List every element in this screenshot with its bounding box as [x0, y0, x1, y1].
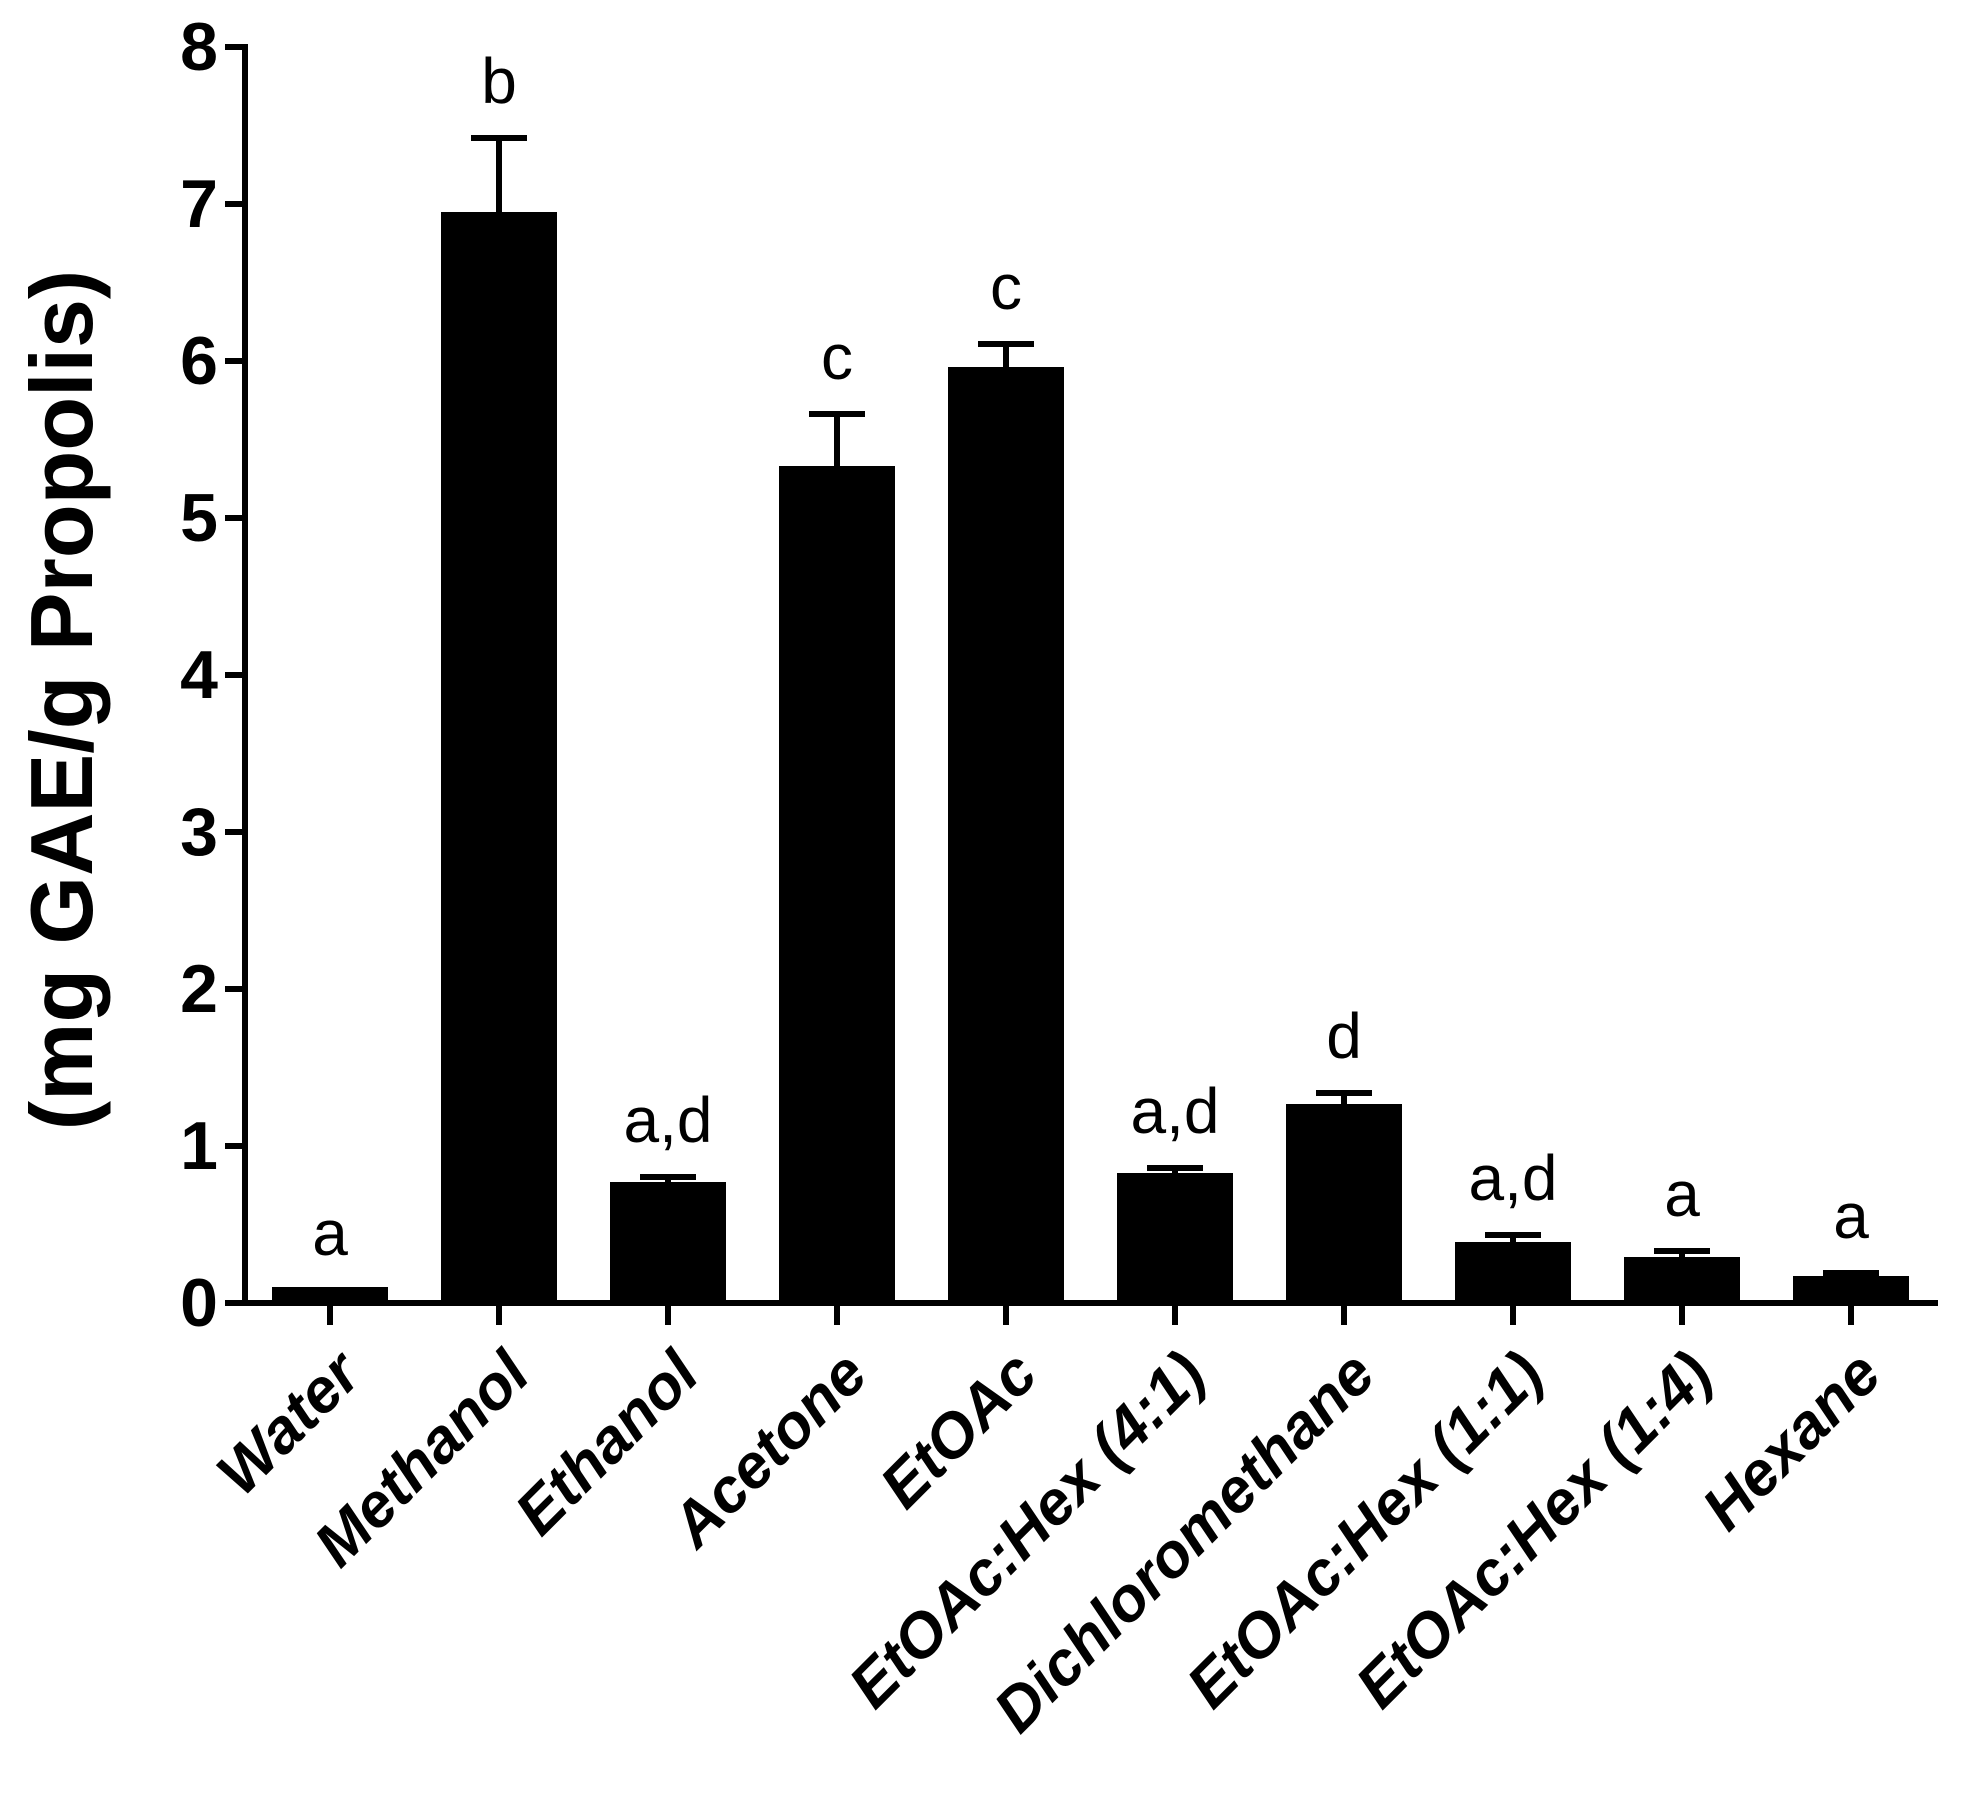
x-tick — [834, 1303, 840, 1325]
y-tick-label: 4 — [180, 637, 218, 713]
significance-letter: b — [481, 45, 517, 118]
y-tick — [225, 672, 245, 678]
bar — [1117, 1172, 1233, 1303]
error-bar — [496, 135, 502, 216]
error-bar — [1003, 340, 1009, 372]
y-tick — [225, 1300, 245, 1306]
significance-letter: d — [1326, 999, 1362, 1072]
x-tick — [1341, 1303, 1347, 1325]
y-tick-label: 8 — [180, 9, 218, 85]
y-tick-label: 5 — [180, 480, 218, 556]
x-tick — [665, 1303, 671, 1325]
error-bar — [1679, 1248, 1685, 1262]
x-tick — [1848, 1303, 1854, 1325]
significance-letter: a,d — [623, 1084, 713, 1157]
y-tick-label: 0 — [180, 1265, 218, 1341]
error-bar — [1510, 1232, 1516, 1246]
significance-letter: a — [312, 1197, 348, 1270]
bar — [272, 1287, 388, 1303]
error-bar-cap — [1316, 1089, 1372, 1096]
x-category-label: Hexane — [1689, 1338, 1895, 1544]
error-bar-cap — [1485, 1232, 1541, 1239]
significance-letter: a — [1664, 1158, 1700, 1231]
significance-letter: a,d — [1130, 1074, 1220, 1147]
error-bar-cap — [471, 135, 527, 142]
y-tick-label: 2 — [180, 951, 218, 1027]
bar — [1455, 1241, 1571, 1303]
error-bar-cap — [1654, 1248, 1710, 1255]
y-tick-label: 6 — [180, 323, 218, 399]
significance-letter: a,d — [1468, 1142, 1558, 1215]
error-bar-cap — [640, 1174, 696, 1181]
bar — [1793, 1276, 1909, 1303]
x-tick — [327, 1303, 333, 1325]
y-tick — [225, 358, 245, 364]
bar — [779, 466, 895, 1303]
x-tick — [1510, 1303, 1516, 1325]
y-axis-line — [242, 44, 248, 1306]
y-tick-label: 1 — [180, 1108, 218, 1184]
x-tick — [1172, 1303, 1178, 1325]
error-bar-cap — [809, 411, 865, 418]
x-tick — [1003, 1303, 1009, 1325]
y-tick — [225, 515, 245, 521]
significance-letter: a — [1833, 1180, 1869, 1253]
bar — [610, 1182, 726, 1303]
error-bar-cap — [1147, 1164, 1203, 1171]
bar — [948, 367, 1064, 1303]
y-tick — [225, 44, 245, 50]
x-tick — [1679, 1303, 1685, 1325]
x-axis-line — [242, 1300, 1938, 1306]
y-tick — [225, 201, 245, 207]
error-bar-cap — [1823, 1270, 1879, 1277]
bar — [1624, 1257, 1740, 1303]
y-tick — [225, 986, 245, 992]
bar — [1286, 1103, 1402, 1303]
y-tick-label: 7 — [180, 166, 218, 242]
significance-letter: c — [821, 321, 853, 394]
y-tick — [225, 1143, 245, 1149]
x-tick — [496, 1303, 502, 1325]
significance-letter: c — [990, 250, 1022, 323]
error-bar — [1341, 1089, 1347, 1108]
error-bar-cap — [978, 340, 1034, 347]
y-tick — [225, 829, 245, 835]
y-tick-label: 3 — [180, 794, 218, 870]
error-bar — [834, 411, 840, 471]
bar — [441, 211, 557, 1303]
